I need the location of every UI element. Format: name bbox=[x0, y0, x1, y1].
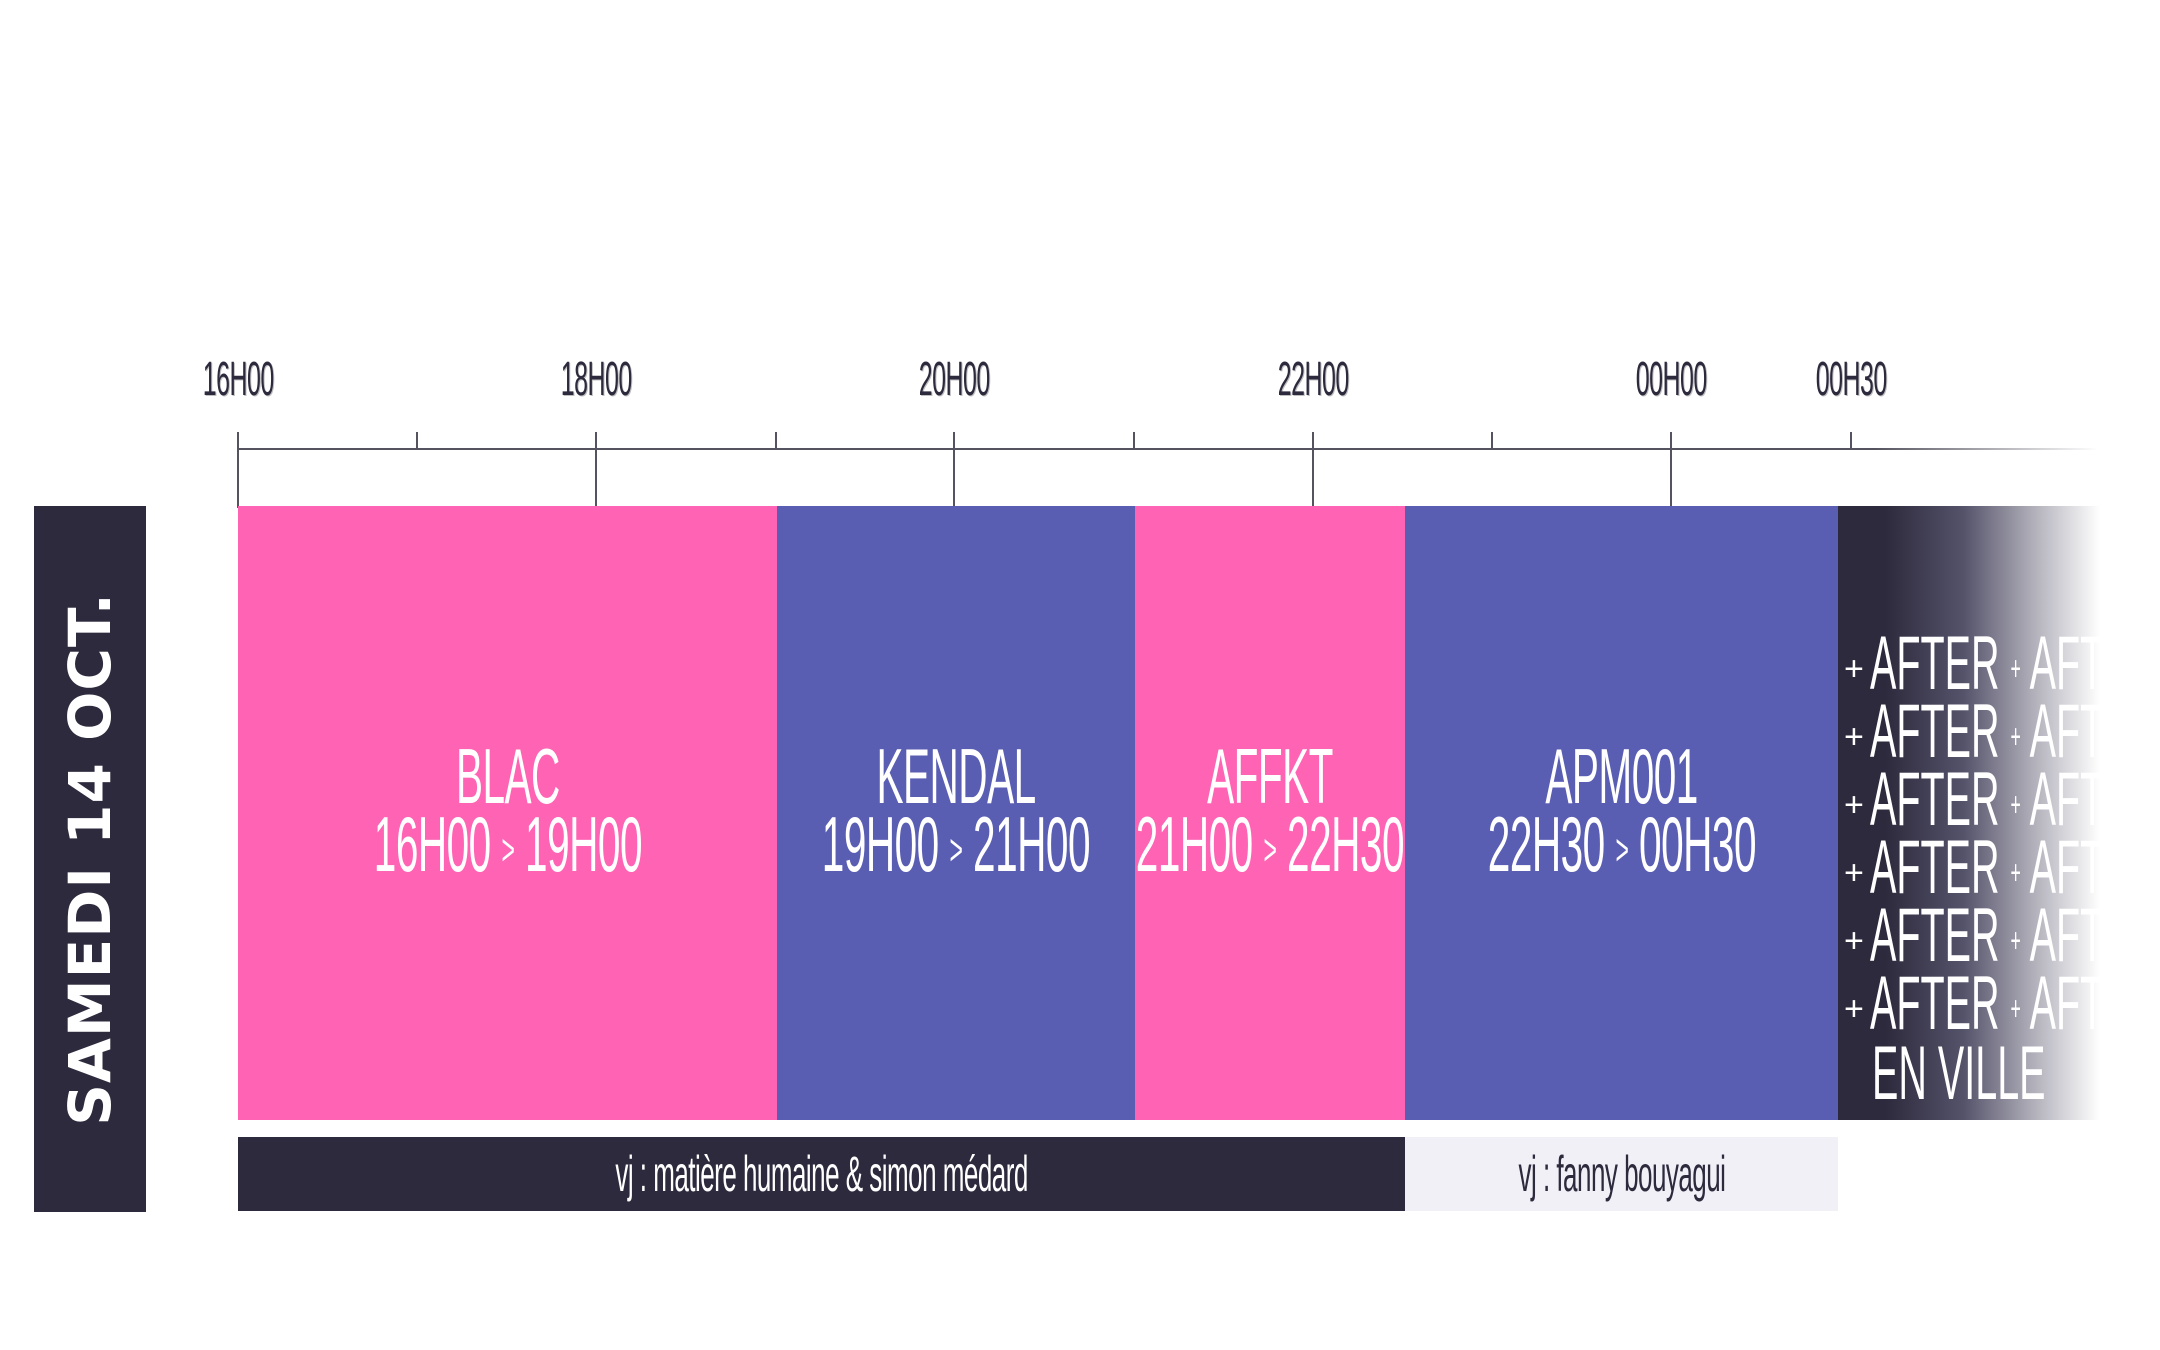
vj-label: vj : fanny bouyagui bbox=[1518, 1146, 1725, 1202]
axis-label-18h00: 18H00 bbox=[560, 353, 632, 406]
axis-line bbox=[238, 448, 2098, 450]
axis-tick bbox=[1133, 432, 1135, 448]
vj-label: vj : matière humaine & simon médard bbox=[615, 1146, 1028, 1202]
vj-bar-fanny-bouyagui: vj : fanny bouyagui bbox=[1405, 1137, 1838, 1211]
slot-time: 21H00 > 22H30 bbox=[1135, 799, 1405, 888]
slot-time: 22H30 > 00H30 bbox=[1487, 799, 1756, 888]
slot-time: 19H00 > 21H00 bbox=[821, 799, 1091, 888]
after-row: +AFTER + AFTER bbox=[1844, 961, 2100, 1046]
axis-label-22h00: 22H00 bbox=[1277, 353, 1349, 406]
date-column: SAMEDI 14 OCT. bbox=[34, 506, 146, 1212]
slot-artist: APM001 bbox=[1545, 731, 1698, 820]
slot-apm001[interactable]: APM001 22H30 > 00H30 bbox=[1405, 506, 1838, 1120]
axis-tick bbox=[1312, 432, 1314, 508]
after-row: +AFTER + AFTER bbox=[1844, 621, 2100, 706]
axis-label-20h00: 20H00 bbox=[918, 353, 990, 406]
slot-blac[interactable]: BLAC 16H00 > 19H00 bbox=[238, 506, 777, 1120]
after-final: EN VILLE bbox=[1872, 1031, 2046, 1116]
axis-tick bbox=[237, 432, 239, 508]
axis-tick bbox=[1491, 432, 1493, 448]
after-block[interactable]: +AFTER + AFTER +AFTER + AFTER +AFTER + A… bbox=[1838, 506, 2100, 1120]
after-row: +AFTER + AFTER bbox=[1844, 893, 2100, 978]
axis-label-00h00: 00H00 bbox=[1635, 353, 1707, 406]
axis-tick bbox=[775, 432, 777, 448]
slot-artist: AFFKT bbox=[1207, 731, 1333, 820]
axis-tick bbox=[595, 432, 597, 508]
after-row: +AFTER + AFTER bbox=[1844, 825, 2100, 910]
after-row: +AFTER + AFTER bbox=[1844, 757, 2100, 842]
slot-artist: BLAC bbox=[455, 731, 560, 820]
axis-tick bbox=[953, 432, 955, 508]
axis-label-00h30: 00H30 bbox=[1815, 353, 1887, 406]
axis-tick bbox=[1850, 432, 1852, 448]
date-label: SAMEDI 14 OCT. bbox=[56, 592, 124, 1126]
axis-label-16h00: 16H00 bbox=[202, 353, 274, 406]
axis-tick bbox=[416, 432, 418, 448]
axis-tick bbox=[1670, 432, 1672, 508]
slot-kendal[interactable]: KENDAL 19H00 > 21H00 bbox=[777, 506, 1135, 1120]
slot-time: 16H00 > 19H00 bbox=[373, 799, 642, 888]
after-row: +AFTER + AFTER bbox=[1844, 689, 2100, 774]
slot-affkt[interactable]: AFFKT 21H00 > 22H30 bbox=[1135, 506, 1405, 1120]
slot-artist: KENDAL bbox=[876, 731, 1036, 820]
vj-bar-matiere-humaine: vj : matière humaine & simon médard bbox=[238, 1137, 1405, 1211]
